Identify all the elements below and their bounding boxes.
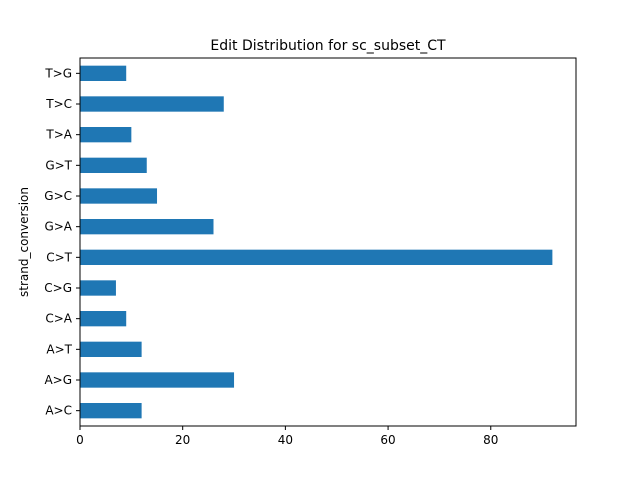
bars-group: [80, 65, 553, 419]
y-tick-label: T>A: [45, 128, 72, 142]
y-tick-label: A>G: [44, 373, 72, 387]
y-tick-label: A>C: [45, 404, 72, 418]
x-ticks-group: 0 20 40 60 80: [76, 426, 498, 447]
bar-G-to-C: [80, 188, 158, 204]
y-tick-label: A>T: [46, 342, 72, 356]
y-tick-label: C>A: [45, 312, 72, 326]
bar-C-to-T: [80, 249, 553, 265]
x-tick-label: 20: [175, 433, 190, 447]
bar-T-to-A: [80, 127, 132, 143]
x-tick-label: 60: [380, 433, 395, 447]
y-ticks-group: A>C A>G A>T C>A C>G C>T G>A G>C G>T T>A T>C T>G: [44, 66, 80, 418]
chart-title: Edit Distribution for sc_subset_CT: [210, 38, 446, 54]
y-tick-label: T>G: [44, 66, 72, 80]
bar-T-to-G: [80, 65, 127, 81]
x-tick-label: 0: [76, 433, 84, 447]
y-tick-label: G>C: [44, 189, 72, 203]
y-tick-label: G>T: [45, 158, 72, 172]
bar-G-to-T: [80, 157, 147, 173]
bar-T-to-C: [80, 96, 224, 112]
bar-A-to-C: [80, 403, 142, 419]
bar-C-to-A: [80, 311, 127, 327]
x-tick-label: 40: [278, 433, 293, 447]
y-tick-label: G>A: [44, 220, 72, 234]
y-tick-label: T>C: [45, 97, 72, 111]
y-tick-label: C>T: [46, 250, 72, 264]
y-axis-label: strand_conversion: [17, 187, 31, 297]
plot-frame: [79, 57, 577, 427]
bar-G-to-A: [80, 219, 214, 235]
bar-C-to-G: [80, 280, 116, 296]
bar-A-to-G: [80, 372, 235, 388]
bar-A-to-T: [80, 341, 142, 357]
y-tick-label: C>G: [44, 281, 72, 295]
x-tick-label: 80: [483, 433, 498, 447]
